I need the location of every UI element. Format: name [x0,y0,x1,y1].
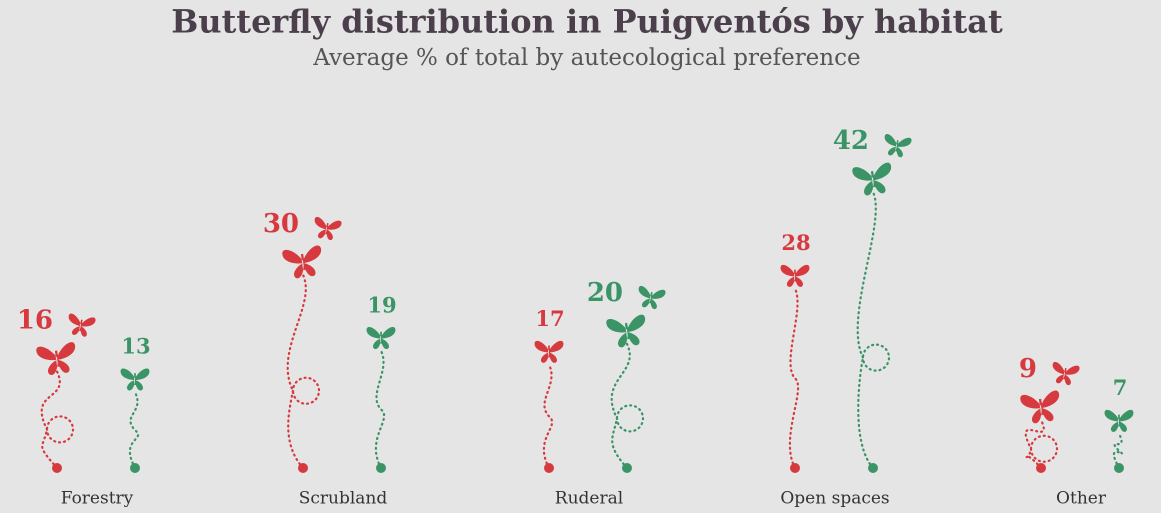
stem [40,370,75,470]
butterfly [282,245,322,279]
x-tick-label: Open spaces [780,489,889,509]
stem-base [376,463,386,473]
stem [128,391,140,470]
value-label: 19 [367,292,396,317]
x-tick-label: Forestry [61,489,134,509]
stem-base [52,463,62,473]
stem-mark [852,134,912,473]
value-label: 7 [1113,375,1128,400]
stem-mark [36,313,96,473]
stem-base [790,463,800,473]
stem-base [622,463,632,473]
stem-base [130,463,140,473]
butterfly [780,264,810,287]
butterfly [68,313,96,337]
stem-mark [120,368,150,473]
butterfly [1104,409,1134,432]
butterfly [638,285,666,310]
x-tick-label: Other [1056,489,1107,509]
value-label: 30 [263,209,299,239]
x-tick-label: Ruderal [555,489,623,509]
stem [856,190,891,470]
stem-mark [366,327,396,473]
butterfly [1020,390,1060,424]
butterfly [1052,361,1080,386]
x-tick-label: Scrubland [299,489,388,509]
stem [286,273,321,470]
value-label: 42 [833,126,869,156]
stem-base [544,463,554,473]
value-label: 9 [1019,354,1037,384]
stem-mark [1020,361,1080,473]
butterfly [120,368,150,391]
stem-base [1036,463,1046,473]
value-label: 17 [535,306,564,331]
stem [788,287,800,470]
stem-mark [606,285,666,473]
chart-subtitle: Average % of total by autecological pref… [312,45,860,71]
stem-base [298,463,308,473]
butterfly [366,327,396,350]
stem [610,342,645,470]
stem [542,363,554,470]
chart-title: Butterfly distribution in Puigventós by … [171,3,1003,41]
stem [1024,418,1059,470]
butterfly [314,216,342,241]
stem [374,349,386,470]
value-label: 20 [587,278,623,308]
value-label: 13 [121,334,150,359]
stem-base [1114,463,1124,473]
value-label: 28 [781,230,810,255]
stem-base [868,463,878,473]
butterfly [852,162,892,196]
stem-mark [1104,409,1134,473]
butterfly [36,342,76,375]
butterfly [606,314,646,348]
stem-mark [780,264,810,473]
butterfly [884,134,912,158]
stem-mark [534,340,564,473]
stem-mark [282,216,342,473]
value-label: 16 [17,306,53,336]
stem [1112,432,1124,470]
butterfly [534,340,564,363]
